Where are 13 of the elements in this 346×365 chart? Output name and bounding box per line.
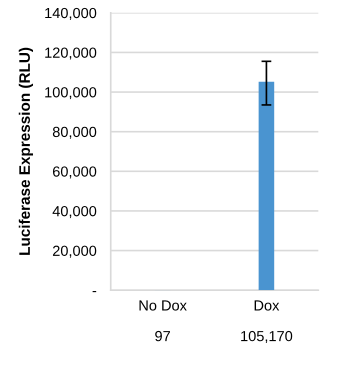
data-label: 105,170 [241, 330, 292, 343]
y-axis-title: Luciferase Expression (RLU) [18, 48, 34, 255]
y-tick-label: 20,000 [52, 246, 96, 258]
y-tick-label: 140,000 [45, 8, 96, 20]
y-tick-label: 120,000 [45, 48, 96, 60]
y-tick-label: 100,000 [45, 87, 96, 100]
y-tick-label: 80,000 [52, 126, 96, 139]
y-tick-label: - [92, 291, 96, 292]
data-label: 97 [155, 330, 170, 342]
x-tick-label: Dox [254, 300, 280, 311]
y-tick-label: 40,000 [52, 206, 96, 218]
x-tick-label: No Dox [140, 300, 187, 311]
y-tick-label: 60,000 [52, 166, 96, 178]
